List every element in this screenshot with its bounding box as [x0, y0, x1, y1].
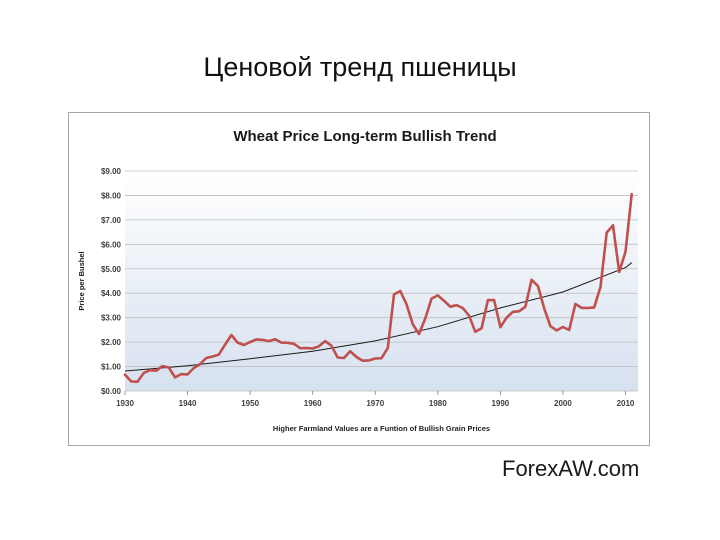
x-tick-label: 1970	[366, 399, 384, 408]
y-tick-label: $3.00	[101, 314, 122, 323]
x-tick-label: 1980	[429, 399, 447, 408]
x-axis-ticks: 1930 1940 1950 1960 1970 1980 1990 2000 2010	[116, 391, 635, 408]
price-line-series	[123, 192, 633, 383]
x-tick-label: 1950	[241, 399, 259, 408]
x-tick-label: 2010	[617, 399, 635, 408]
y-axis-ticks: $0.00 $1.00 $2.00 $3.00 $4.00 $5.00 $6.00 $7.00…	[101, 167, 122, 396]
y-tick-label: $9.00	[101, 167, 122, 176]
x-tick-label: 1930	[116, 399, 134, 408]
trend-line-series	[124, 262, 633, 372]
y-tick-label: $5.00	[101, 265, 122, 274]
slide-title: Ценовой тренд пшеницы	[203, 52, 517, 82]
y-tick-label: $7.00	[101, 216, 122, 225]
plot-area	[125, 171, 638, 391]
x-tick-label: 1940	[179, 399, 197, 408]
grid-lines	[125, 170, 638, 392]
y-tick-label: $8.00	[101, 191, 122, 200]
watermark-logo: ForexAW.com	[502, 456, 640, 481]
y-tick-label: $4.00	[101, 289, 122, 298]
y-tick-label: $2.00	[101, 338, 122, 347]
y-tick-label: $6.00	[101, 240, 122, 249]
chart-svg: Wheat Price Long-term Bullish Trend $0.0…	[77, 128, 638, 433]
x-tick-label: 1990	[491, 399, 509, 408]
x-tick-label: 2000	[554, 399, 572, 408]
x-axis-title: Higher Farmland Values are a Funtion of …	[273, 424, 490, 433]
chart-frame: Wheat Price Long-term Bullish Trend $0.0…	[68, 112, 650, 446]
y-tick-label: $1.00	[101, 363, 122, 372]
x-tick-label: 1960	[304, 399, 322, 408]
y-axis-title: Price per Bushel	[77, 251, 86, 310]
y-tick-label: $0.00	[101, 387, 122, 396]
chart-title: Wheat Price Long-term Bullish Trend	[233, 128, 496, 145]
